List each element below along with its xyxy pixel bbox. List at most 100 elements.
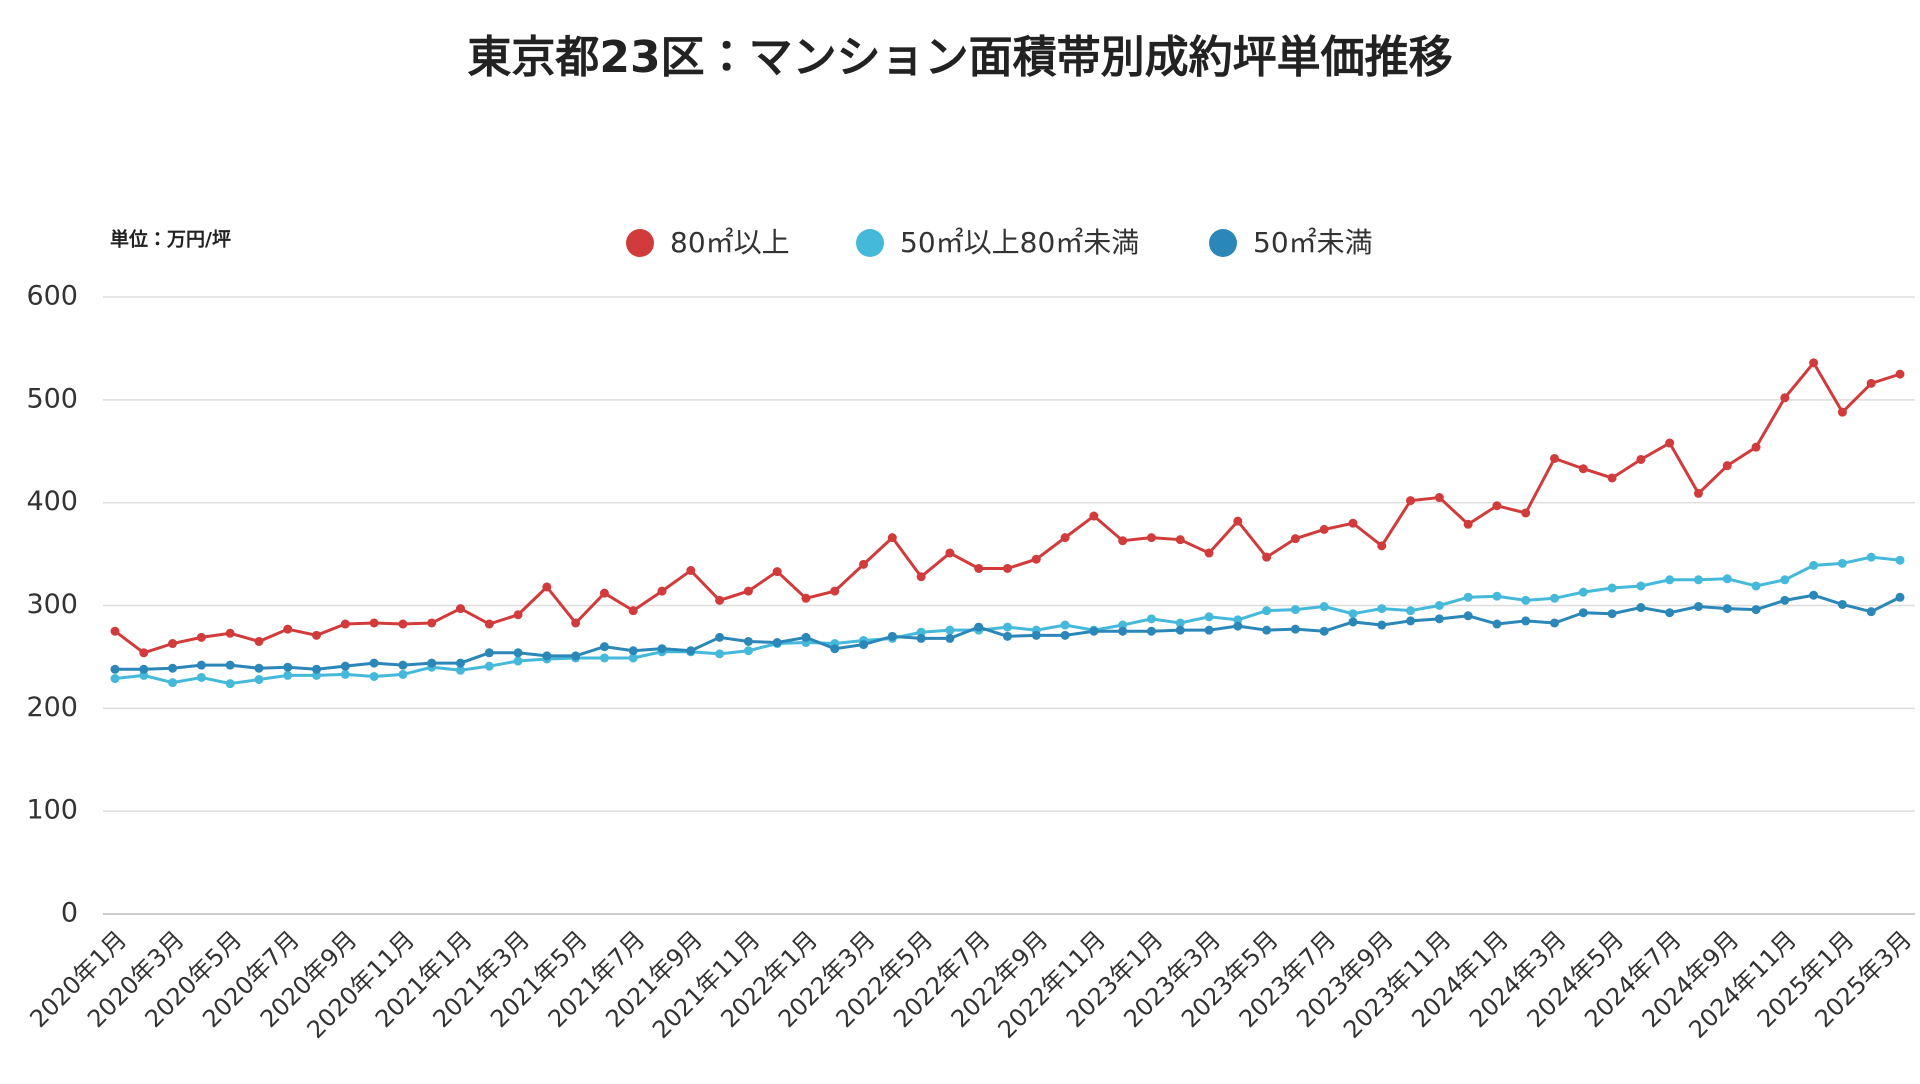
- data-point: [225, 679, 235, 689]
- data-point: [1406, 616, 1416, 626]
- data-point: [168, 678, 178, 688]
- data-point: [1665, 575, 1675, 585]
- data-point: [1837, 599, 1847, 609]
- data-point: [916, 627, 926, 637]
- data-point: [1550, 453, 1560, 463]
- data-point: [513, 656, 523, 666]
- data-point: [1895, 369, 1905, 379]
- data-point: [196, 632, 206, 642]
- data-point: [484, 619, 494, 629]
- data-point: [1578, 608, 1588, 618]
- data-point: [1866, 552, 1876, 562]
- legend-label: 50㎡未満: [1253, 226, 1373, 259]
- legend-label: 80㎡以上: [670, 226, 790, 259]
- data-point: [1895, 555, 1905, 565]
- data-point: [686, 646, 696, 656]
- data-point: [110, 674, 120, 684]
- data-point: [599, 588, 609, 598]
- data-point: [542, 651, 552, 661]
- data-point: [743, 636, 753, 646]
- data-point: [196, 672, 206, 682]
- data-point: [455, 604, 465, 614]
- data-point: [1607, 609, 1617, 619]
- data-point: [859, 640, 869, 650]
- data-point: [571, 618, 581, 628]
- data-point: [1175, 618, 1185, 628]
- data-point: [1031, 630, 1041, 640]
- data-point: [283, 662, 293, 672]
- data-point: [1377, 604, 1387, 614]
- data-point: [513, 610, 523, 620]
- data-point: [225, 628, 235, 638]
- data-point: [1003, 622, 1012, 632]
- y-tick-label: 600: [26, 281, 78, 312]
- data-point: [110, 626, 120, 636]
- data-point: [1521, 508, 1531, 518]
- data-point: [1146, 614, 1156, 624]
- data-point: [1118, 536, 1128, 546]
- data-point: [1204, 612, 1214, 622]
- data-point: [1463, 611, 1473, 621]
- data-point: [1895, 592, 1905, 602]
- data-point: [1003, 563, 1012, 573]
- data-point: [1492, 619, 1502, 629]
- data-point: [1031, 554, 1041, 564]
- data-point: [1665, 438, 1675, 448]
- data-point: [1521, 595, 1531, 605]
- data-point: [1866, 607, 1876, 617]
- data-point: [599, 653, 609, 663]
- data-point: [1233, 615, 1243, 625]
- data-point: [484, 648, 494, 658]
- data-point: [254, 636, 264, 646]
- data-point: [1809, 560, 1819, 570]
- data-point: [1722, 574, 1732, 584]
- data-point: [340, 669, 350, 679]
- data-point: [427, 658, 437, 668]
- data-point: [1262, 625, 1272, 635]
- data-point: [1146, 533, 1156, 543]
- data-point: [1319, 602, 1329, 612]
- data-point: [1780, 595, 1790, 605]
- data-point: [1262, 606, 1272, 616]
- data-point: [1837, 558, 1847, 568]
- data-point: [1578, 587, 1588, 597]
- data-point: [1175, 625, 1185, 635]
- data-point: [1578, 464, 1588, 474]
- chart-title: 東京都23区：マンション面積帯別成約坪単価推移: [467, 32, 1452, 83]
- data-point: [628, 606, 638, 616]
- data-point: [1377, 620, 1387, 630]
- data-point: [312, 670, 322, 680]
- data-point: [1290, 605, 1300, 615]
- data-point: [571, 651, 581, 661]
- y-tick-label: 100: [26, 795, 78, 826]
- data-point: [1607, 583, 1617, 593]
- data-point: [1722, 461, 1732, 471]
- data-point: [455, 665, 465, 675]
- data-point: [887, 631, 897, 641]
- data-point: [1636, 581, 1646, 591]
- data-point: [312, 664, 322, 674]
- data-point: [887, 533, 897, 543]
- data-point: [945, 633, 955, 643]
- data-point: [1751, 581, 1761, 591]
- data-point: [1521, 616, 1531, 626]
- data-point: [1809, 590, 1819, 600]
- data-point: [1665, 608, 1675, 618]
- unit-label: 単位：万円/坪: [110, 228, 231, 251]
- data-point: [1118, 620, 1128, 630]
- data-point: [1204, 625, 1214, 635]
- data-point: [1636, 454, 1646, 464]
- data-point: [1118, 626, 1128, 636]
- data-point: [312, 630, 322, 640]
- data-point: [772, 638, 782, 648]
- data-point: [1751, 442, 1761, 452]
- data-point: [484, 661, 494, 671]
- data-point: [974, 622, 984, 632]
- data-point: [1751, 605, 1761, 615]
- legend-marker: [856, 229, 884, 257]
- legend-label: 50㎡以上80㎡未満: [900, 226, 1139, 259]
- data-point: [1780, 575, 1790, 585]
- legend-marker: [626, 229, 654, 257]
- data-point: [398, 619, 408, 629]
